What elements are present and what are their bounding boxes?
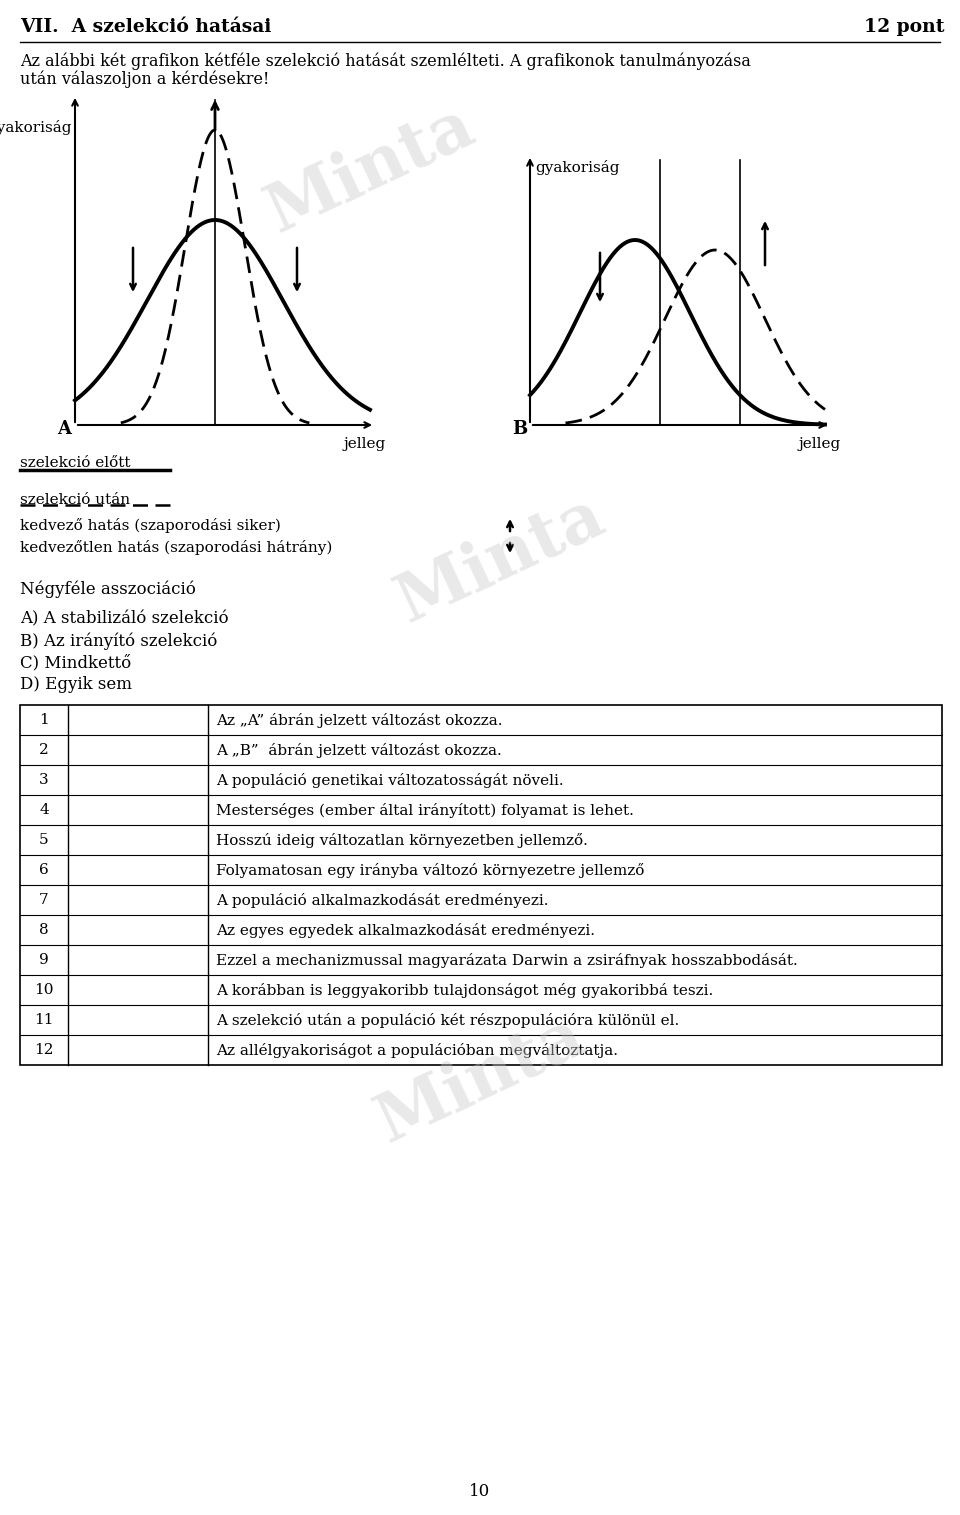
Text: 10: 10 — [35, 983, 54, 997]
Text: Mesterséges (ember által irányított) folyamat is lehet.: Mesterséges (ember által irányított) fol… — [216, 803, 634, 818]
Text: A populáció genetikai változatosságát növeli.: A populáció genetikai változatosságát nö… — [216, 773, 564, 788]
Text: 5: 5 — [39, 833, 49, 847]
Text: A populáció alkalmazkodását eredményezi.: A populáció alkalmazkodását eredményezi. — [216, 892, 548, 907]
Text: Minta: Minta — [256, 94, 484, 247]
Text: jelleg: jelleg — [799, 436, 841, 451]
Text: 12: 12 — [35, 1042, 54, 1057]
Text: Folyamatosan egy irányba változó környezetre jellemző: Folyamatosan egy irányba változó környez… — [216, 862, 644, 877]
Text: 9: 9 — [39, 953, 49, 967]
Text: után válaszoljon a kérdésekre!: után válaszoljon a kérdésekre! — [20, 70, 270, 88]
Text: D) Egyik sem: D) Egyik sem — [20, 676, 132, 692]
Text: 10: 10 — [469, 1483, 491, 1500]
Text: gyakoriság: gyakoriság — [535, 161, 619, 176]
Text: gyakoriság: gyakoriság — [0, 120, 72, 135]
Text: Négyféle asszociáció: Négyféle asszociáció — [20, 580, 196, 597]
Text: A „B”  ábrán jelzett változást okozza.: A „B” ábrán jelzett változást okozza. — [216, 742, 502, 758]
Text: 12 pont: 12 pont — [865, 18, 945, 36]
Text: Minta: Minta — [366, 1004, 594, 1156]
Text: szelekció után: szelekció után — [20, 492, 131, 508]
Text: Az alábbi két grafikon kétféle szelekció hatását szemlélteti. A grafikonok tanul: Az alábbi két grafikon kétféle szelekció… — [20, 52, 751, 70]
Text: Hosszú ideig változatlan környezetben jellemző.: Hosszú ideig változatlan környezetben je… — [216, 833, 588, 847]
Text: Az allélgyakoriságot a populációban megváltoztatja.: Az allélgyakoriságot a populációban megv… — [216, 1042, 618, 1057]
Text: C) Mindkettő: C) Mindkettő — [20, 654, 132, 671]
Text: B: B — [512, 420, 527, 438]
Text: kedvező hatás (szaporodási siker): kedvező hatás (szaporodási siker) — [20, 518, 281, 533]
Text: 8: 8 — [39, 923, 49, 936]
Text: szelekció előtt: szelekció előtt — [20, 456, 131, 470]
Text: A korábban is leggyakoribb tulajdonságot még gyakoribbá teszi.: A korábban is leggyakoribb tulajdonságot… — [216, 983, 713, 997]
Text: Minta: Minta — [386, 483, 614, 636]
Text: 2: 2 — [39, 742, 49, 758]
Text: A: A — [57, 420, 71, 438]
Text: A szelekció után a populáció két részpopulációra különül el.: A szelekció után a populáció két részpop… — [216, 1012, 680, 1027]
Text: A) A stabilizáló szelekció: A) A stabilizáló szelekció — [20, 611, 228, 627]
Text: 6: 6 — [39, 864, 49, 877]
Text: 1: 1 — [39, 714, 49, 727]
Text: kedvezőtlen hatás (szaporodási hátrány): kedvezőtlen hatás (szaporodási hátrány) — [20, 539, 332, 554]
Text: 4: 4 — [39, 803, 49, 817]
Text: 7: 7 — [39, 892, 49, 907]
Text: 3: 3 — [39, 773, 49, 786]
Text: B) Az irányító szelekció: B) Az irányító szelekció — [20, 632, 217, 650]
Text: 11: 11 — [35, 1014, 54, 1027]
Text: Ezzel a mechanizmussal magyarázata Darwin a zsiráfnyak hosszabbodását.: Ezzel a mechanizmussal magyarázata Darwi… — [216, 953, 798, 968]
Text: Az „A” ábrán jelzett változást okozza.: Az „A” ábrán jelzett változást okozza. — [216, 712, 502, 727]
Text: VII.  A szelekció hatásai: VII. A szelekció hatásai — [20, 18, 272, 36]
Text: jelleg: jelleg — [344, 436, 386, 451]
Bar — [20, 704, 942, 1065]
Text: Az egyes egyedek alkalmazkodását eredményezi.: Az egyes egyedek alkalmazkodását eredmén… — [216, 923, 595, 938]
